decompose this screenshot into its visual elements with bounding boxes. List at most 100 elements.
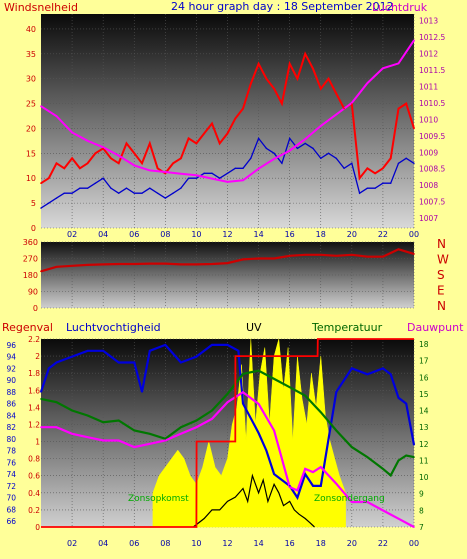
wind-gust-point xyxy=(211,122,213,125)
wind-average-point xyxy=(118,192,120,194)
temperature-tick-label: 8 xyxy=(419,506,424,515)
temperature-tick-label: 12 xyxy=(419,440,429,449)
pressure-tick-label: 1010.5 xyxy=(419,99,445,108)
humidity-point xyxy=(164,344,167,346)
pressure-tick-label: 1012 xyxy=(419,50,438,59)
temperature-point xyxy=(366,456,369,458)
humidity-point xyxy=(288,485,291,487)
x-tick-label: 04 xyxy=(98,230,108,239)
humidity-tick-label: 88 xyxy=(6,388,16,397)
dewpoint-point xyxy=(226,401,229,404)
humidity-tick-label: 74 xyxy=(6,470,16,479)
wind-average-point xyxy=(219,177,221,179)
dewpoint-point xyxy=(366,501,369,503)
x-tick-label: 22 xyxy=(378,539,388,548)
wind-direction-point xyxy=(226,262,229,264)
compass-label: W xyxy=(437,253,449,267)
x-tick-label: 18 xyxy=(316,539,326,548)
dewpoint-point xyxy=(312,471,314,473)
wind-average-point xyxy=(382,182,384,184)
x-tick-label: 12 xyxy=(222,539,232,548)
temperature-point xyxy=(389,474,392,477)
dewpoint-point xyxy=(117,439,120,442)
rain-tick-label: 0.2 xyxy=(28,506,40,515)
temperature-point xyxy=(351,446,353,448)
wind-gust-point xyxy=(180,157,182,160)
temperature-tick-label: 16 xyxy=(419,373,429,382)
dewpoint-point xyxy=(86,436,89,438)
pressure-point xyxy=(273,158,275,160)
dewpoint-point xyxy=(335,482,338,485)
humidity-point xyxy=(55,361,58,364)
humidity-point xyxy=(117,361,120,364)
wind-direction-point xyxy=(335,254,338,257)
dewpoint-point xyxy=(413,526,415,528)
wind-average-point xyxy=(156,192,159,194)
wind-gust-point xyxy=(312,67,314,70)
humidity-point xyxy=(257,432,260,434)
wind-gust-point xyxy=(265,77,268,80)
wind-average-point xyxy=(265,147,268,150)
wind-gust-point xyxy=(226,132,229,135)
wind-direction-point xyxy=(242,258,244,261)
wind-gust-point xyxy=(405,102,408,105)
temperature-tick-label: 14 xyxy=(419,407,429,416)
wind-direction-point xyxy=(71,265,73,267)
wind-average-point xyxy=(389,182,392,184)
dewpoint-point xyxy=(40,426,42,428)
wind-direction-point xyxy=(86,264,89,266)
wind-gust-point xyxy=(71,157,73,160)
x-tick-label: 00 xyxy=(409,230,419,239)
dewpoint-point xyxy=(148,443,151,445)
wind-average-point xyxy=(343,167,345,169)
temperature-point xyxy=(382,467,384,470)
wind-gust-point xyxy=(133,152,136,155)
wind-average-point xyxy=(203,172,205,174)
dewpoint-axis-label: Dauwpunt xyxy=(407,321,464,334)
dewpoint-point xyxy=(304,467,307,470)
wind-gust-point xyxy=(234,117,237,120)
temperature-tick-label: 13 xyxy=(419,423,429,432)
wind-average-point xyxy=(180,187,182,189)
wind-gust-point xyxy=(125,142,128,145)
pressure-tick-label: 1008 xyxy=(419,181,438,190)
compass-label: S xyxy=(437,268,445,282)
humidity-tick-label: 84 xyxy=(6,411,16,420)
temperature-point xyxy=(288,386,291,389)
rain-tick-label: 1 xyxy=(35,438,40,447)
dewpoint-point xyxy=(382,509,384,512)
humidity-point xyxy=(397,396,400,399)
dewpoint-point xyxy=(211,418,213,420)
pressure-point xyxy=(366,82,369,84)
wind-average-point xyxy=(296,147,299,150)
pressure-tick-label: 1011.5 xyxy=(419,66,445,75)
temperature-point xyxy=(180,426,182,428)
wind-average-point xyxy=(48,202,50,204)
wind-gust-point xyxy=(55,162,58,165)
temperature-point xyxy=(413,456,415,458)
wind-average-point xyxy=(234,167,236,169)
wind-average-point xyxy=(250,157,252,160)
pressure-point xyxy=(195,174,198,177)
temperature-axis-label: Temperatuur xyxy=(311,321,383,334)
x-tick-label: 02 xyxy=(67,539,77,548)
wind-direction-point xyxy=(40,270,42,273)
humidity-tick-label: 78 xyxy=(6,447,16,456)
temperature-point xyxy=(117,419,120,422)
x-tick-label: 08 xyxy=(160,230,170,239)
wind-average-point xyxy=(374,187,376,189)
humidity-point xyxy=(304,473,307,475)
temperature-point xyxy=(40,398,42,400)
solar-line xyxy=(192,473,315,528)
wind-average-point xyxy=(320,157,322,160)
chart-title: 24 hour graph day : 18 September 2012 xyxy=(171,0,394,13)
pressure-point xyxy=(288,149,291,152)
humidity-tick-label: 72 xyxy=(6,482,16,491)
pressure-point xyxy=(335,113,338,116)
humidity-point xyxy=(133,361,136,364)
x-tick-label: 14 xyxy=(253,539,263,548)
x-tick-label: 20 xyxy=(347,230,357,239)
wind-direction-point xyxy=(288,254,291,257)
humidity-point xyxy=(242,402,244,405)
wind-direction-point xyxy=(180,263,182,266)
